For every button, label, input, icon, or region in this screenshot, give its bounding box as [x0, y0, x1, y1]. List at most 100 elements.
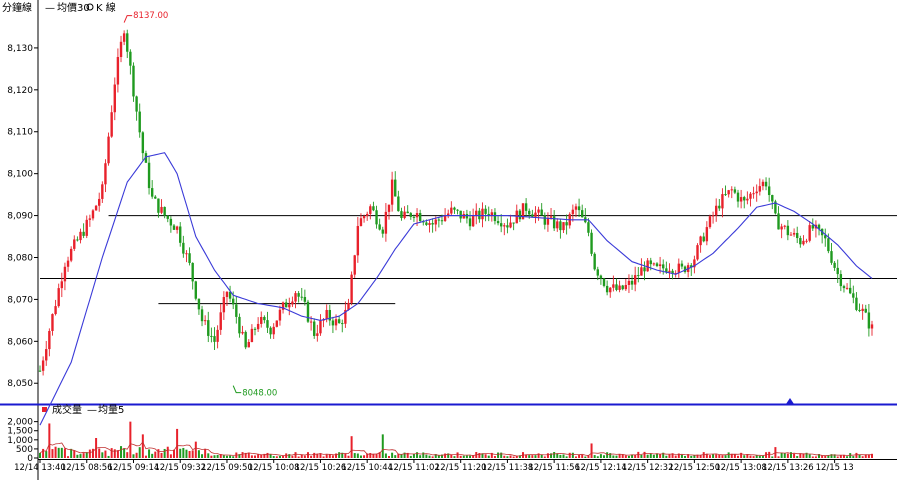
volume-bar: [799, 453, 802, 458]
low-marker: 8048.00: [232, 385, 277, 399]
volume-legend-label: 成交量: [52, 403, 82, 416]
volume-bar: [777, 456, 780, 458]
time-tick-label: 12/15 12:50: [669, 463, 721, 473]
volume-bar: [603, 455, 606, 458]
candle-body: [777, 213, 780, 230]
candle-body: [827, 238, 830, 252]
volume-bar: [861, 456, 864, 458]
volume-bar: [864, 454, 867, 458]
candle-body: [499, 223, 503, 227]
volume-bar: [665, 455, 668, 458]
volume-bar: [110, 448, 113, 458]
volume-bar: [363, 455, 366, 458]
volume-bar: [257, 454, 260, 458]
price-tick-label: 8,100: [7, 170, 33, 180]
candle-body: [830, 251, 833, 263]
candle-body: [764, 181, 768, 187]
time-tick-label: 12/15 10:08: [248, 463, 300, 473]
candle-body: [852, 293, 855, 298]
candle-body: [839, 274, 843, 287]
volume-bar: [73, 450, 76, 458]
time-tick-label: 12/15 10:44: [341, 463, 393, 473]
price-tick-label: 8,120: [7, 86, 33, 96]
candle-body: [680, 263, 684, 267]
candle-body: [166, 215, 169, 219]
candle-body: [537, 209, 540, 213]
candle-body: [833, 262, 836, 268]
volume-bar: [406, 452, 409, 458]
candle-body: [842, 286, 846, 289]
candle-body: [512, 222, 515, 224]
volume-bar: [556, 453, 559, 458]
volume-bar: [275, 456, 278, 458]
legend-period: 分鐘線: [2, 1, 32, 14]
volume-bar: [51, 449, 54, 458]
volume-legend-square-icon: [42, 407, 47, 412]
candle-body: [225, 291, 229, 298]
candle-body: [337, 319, 341, 324]
candle-body: [515, 210, 518, 224]
volume-bar: [465, 455, 468, 458]
volume-bar: [169, 454, 172, 458]
volume-bar: [584, 456, 587, 458]
candle-body: [562, 222, 565, 231]
candle-body: [546, 217, 550, 225]
candle-body: [471, 215, 475, 227]
volume-bar: [509, 455, 512, 458]
candle-body: [447, 213, 450, 217]
candle-body: [331, 320, 335, 326]
volume-bar: [39, 452, 41, 458]
candle-body: [618, 285, 621, 290]
candle-body: [711, 215, 715, 217]
volume-bar: [185, 449, 188, 458]
volume-bar: [855, 452, 858, 458]
volume-bar: [668, 454, 671, 458]
volume-bar: [696, 454, 699, 458]
price-tick-label: 8,070: [7, 295, 33, 305]
volume-bar: [481, 453, 484, 458]
volume-bar: [786, 453, 789, 458]
candle-body: [288, 304, 291, 308]
volume-bar: [515, 455, 518, 458]
volume-bar: [154, 451, 157, 458]
candle-body: [655, 263, 659, 267]
candle-body: [637, 275, 640, 277]
candle-body: [758, 186, 762, 192]
volume-bar: [503, 455, 506, 458]
volume-bar: [737, 455, 740, 458]
candle-body: [755, 191, 758, 194]
candle-body: [418, 213, 422, 222]
volume-bar: [518, 455, 521, 458]
volume-bar: [241, 452, 244, 458]
candle-body: [708, 216, 712, 228]
candle-body: [210, 335, 213, 337]
candle-body: [658, 264, 662, 267]
candle-body: [341, 323, 344, 325]
horizontal-lines: [40, 215, 897, 305]
volume-bar: [814, 456, 817, 458]
volume-bar: [727, 452, 730, 458]
candle-body: [238, 316, 241, 334]
candle-body: [297, 293, 300, 297]
candle-body: [633, 275, 637, 285]
candle-body: [390, 179, 394, 205]
volume-bar: [627, 455, 630, 458]
candle-body: [556, 221, 559, 229]
candle-body: [690, 265, 693, 268]
price-tick-label: 8,110: [7, 128, 33, 138]
candle-body: [82, 231, 85, 236]
volume-bar: [126, 452, 129, 458]
candle-body: [172, 225, 176, 230]
volume-bar: [338, 452, 341, 458]
volume-bar: [621, 454, 624, 458]
candle-body: [811, 225, 814, 229]
candle-body: [767, 186, 771, 196]
candle-body: [665, 268, 668, 273]
volume-bar: [335, 453, 338, 458]
volume-bar: [313, 452, 316, 458]
candle-body: [79, 231, 82, 241]
volume-bar: [693, 455, 696, 458]
candle-body: [88, 218, 92, 220]
time-tick-label: 12/15 09:32: [154, 463, 206, 473]
volume-bar: [805, 452, 808, 458]
